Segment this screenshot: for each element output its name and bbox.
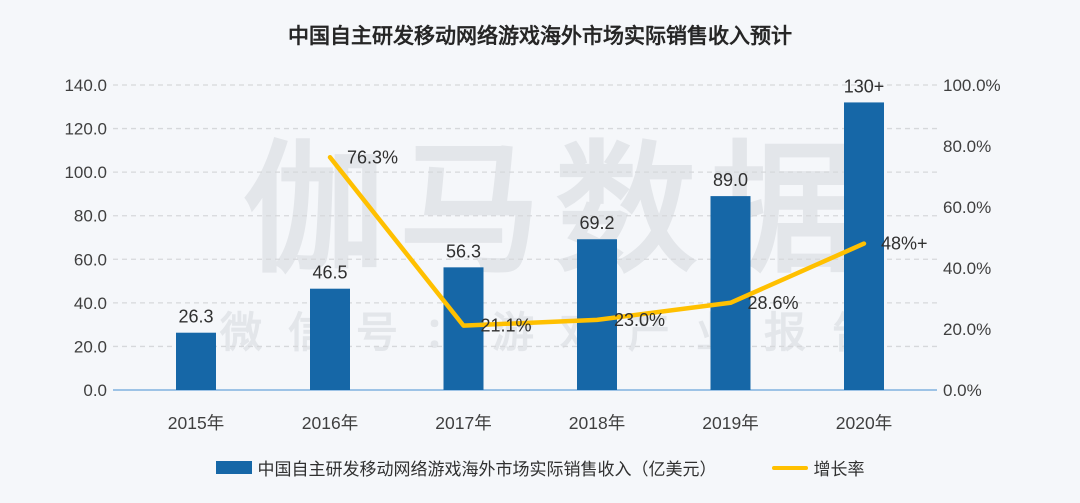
- line-value-label: 48%+: [881, 234, 928, 254]
- left-axis-tick: 0.0: [83, 381, 107, 400]
- legend-item-revenue: 中国自主研发移动网络游戏海外市场实际销售收入（亿美元）: [215, 455, 717, 480]
- left-axis-tick: 140.0: [64, 76, 107, 95]
- left-axis-tick: 80.0: [74, 207, 107, 226]
- legend-item-growth: 增长率: [771, 455, 865, 480]
- chart-title: 中国自主研发移动网络游戏海外市场实际销售收入预计: [288, 25, 792, 48]
- x-axis-label: 2015年: [168, 413, 224, 433]
- x-axis-label: 2020年: [836, 413, 892, 433]
- right-axis-tick: 0.0%: [943, 381, 982, 400]
- bar-value-label: 130+: [844, 76, 885, 96]
- left-axis-tick: 60.0: [74, 250, 107, 269]
- right-axis-tick: 80.0%: [943, 137, 991, 156]
- bar-2016年: [310, 288, 350, 390]
- bar-2017年: [443, 267, 484, 390]
- bar-2019年: [710, 196, 751, 390]
- right-axis-tick: 100.0%: [943, 76, 1001, 95]
- left-axis-tick: 120.0: [64, 120, 107, 139]
- legend-line-label: 增长率: [813, 460, 865, 479]
- right-axis-tick: 20.0%: [943, 320, 991, 339]
- line-value-label: 23.0%: [614, 310, 665, 330]
- bar-value-label: 46.5: [312, 263, 347, 283]
- right-axis-tick: 60.0%: [943, 198, 991, 217]
- bar-value-label: 69.2: [579, 213, 614, 233]
- legend-bar-label: 中国自主研发移动网络游戏海外市场实际销售收入（亿美元）: [257, 460, 717, 479]
- left-axis-tick: 40.0: [74, 294, 107, 313]
- bar-value-label: 26.3: [178, 307, 213, 327]
- x-axis-label: 2017年: [435, 413, 491, 433]
- legend-line-swatch: [771, 465, 808, 470]
- bar-2018年: [577, 239, 617, 390]
- line-value-label: 28.6%: [748, 293, 799, 313]
- right-axis-tick: 40.0%: [943, 259, 991, 278]
- growth-rate-line: [327, 155, 867, 328]
- bar-value-label: 89.0: [713, 170, 748, 190]
- x-axis-label: 2016年: [302, 413, 358, 433]
- left-axis-tick: 100.0: [64, 163, 107, 182]
- legend: 中国自主研发移动网络游戏海外市场实际销售收入（亿美元） 增长率: [0, 455, 1080, 480]
- bar-value-label: 56.3: [446, 241, 481, 261]
- bar-2015年: [176, 332, 216, 390]
- line-value-label: 76.3%: [347, 147, 398, 167]
- line-value-label: 21.1%: [481, 316, 532, 336]
- x-axis-label: 2019年: [702, 413, 758, 433]
- left-axis-tick: 20.0: [74, 337, 107, 356]
- legend-bar-swatch: [215, 461, 252, 474]
- x-axis-label: 2018年: [569, 413, 625, 433]
- bar-2020年: [844, 102, 884, 390]
